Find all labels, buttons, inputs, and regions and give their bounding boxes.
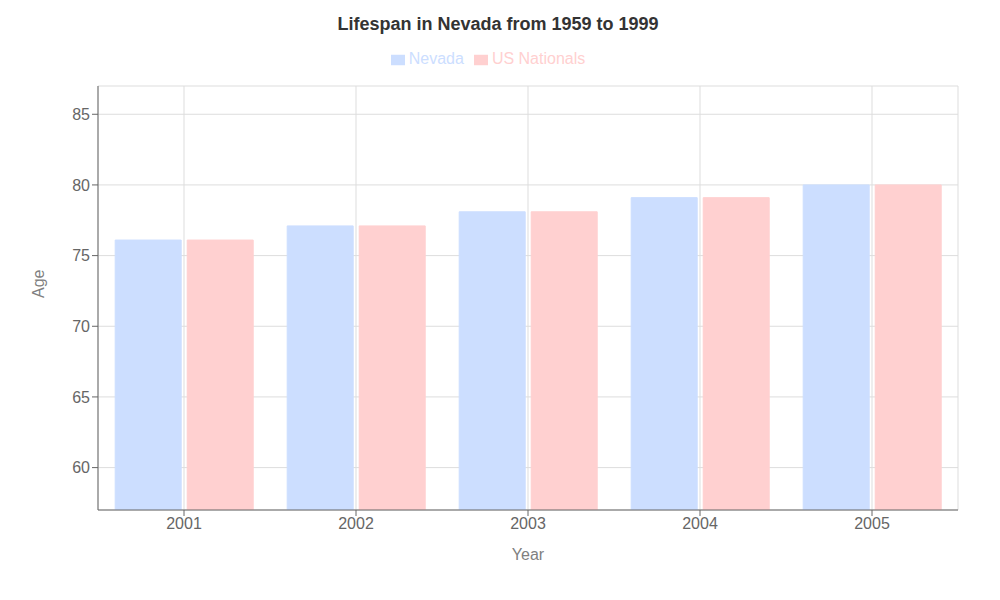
svg-text:75: 75 (72, 247, 90, 264)
svg-text:Year: Year (512, 546, 545, 563)
svg-text:2002: 2002 (338, 515, 374, 532)
svg-text:2005: 2005 (854, 515, 890, 532)
svg-text:2001: 2001 (166, 515, 202, 532)
svg-text:65: 65 (72, 389, 90, 406)
svg-text:60: 60 (72, 459, 90, 476)
svg-text:2004: 2004 (682, 515, 718, 532)
svg-text:2003: 2003 (510, 515, 546, 532)
svg-text:70: 70 (72, 318, 90, 335)
html-text:Lifespan in Nevada from 1959 t: Lifespan in Nevada from 1959 to 1999 (337, 14, 659, 34)
svg-text:85: 85 (72, 106, 90, 123)
html-text:Nevada: Nevada (408, 50, 464, 67)
svg-text:Age: Age (30, 269, 47, 298)
html-text:US Nationals: US Nationals (491, 50, 586, 67)
svg-text:80: 80 (72, 177, 90, 194)
